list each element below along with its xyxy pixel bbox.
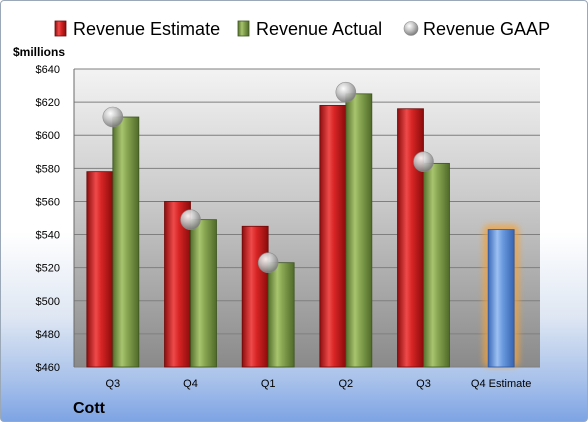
- point-revenue-gaap: [413, 151, 434, 173]
- legend-swatch: [403, 21, 419, 36]
- bar-revenue-estimate: [319, 105, 347, 368]
- y-tick-label: $540: [36, 230, 60, 242]
- y-axis-ticks: $460 $480 $500 $520 $540 $560 $580 $600 $620 $640: [36, 64, 60, 374]
- point-revenue-gaap: [257, 252, 279, 274]
- point-revenue-gaap: [335, 81, 357, 103]
- x-tick-label: Q1: [261, 378, 276, 390]
- chart-title: Cott: [73, 400, 106, 417]
- y-tick-label: $560: [36, 196, 60, 208]
- y-tick-label: $580: [36, 163, 60, 175]
- legend-swatch: [54, 20, 67, 37]
- y-tick-label: $640: [36, 64, 60, 76]
- gridlines: [73, 68, 540, 368]
- y-axis-label: $millions: [13, 45, 65, 59]
- points-layer: [102, 81, 434, 274]
- y-tick-label: $500: [36, 296, 60, 308]
- x-tick-label: Q4 Estimate: [471, 378, 532, 390]
- legend-item: Revenue Actual: [237, 19, 382, 39]
- bar-revenue-estimate: [241, 225, 269, 368]
- y-tick-label: $620: [36, 97, 60, 109]
- x-tick-label: Q2: [338, 378, 353, 390]
- x-tick-label: Q4: [183, 378, 198, 390]
- bar-estimate-highlight: [487, 229, 515, 368]
- legend-label: Revenue GAAP: [423, 19, 550, 39]
- bar-revenue-actual: [345, 93, 373, 368]
- y-tick-label: $480: [36, 329, 60, 341]
- y-tick-label: $520: [36, 263, 60, 275]
- bar-revenue-estimate: [397, 108, 424, 368]
- y-tick-label: $600: [36, 130, 60, 142]
- legend-label: Revenue Estimate: [73, 19, 220, 39]
- point-revenue-gaap: [102, 106, 124, 128]
- bar-revenue-estimate: [86, 171, 114, 368]
- y-tick-label: $460: [36, 362, 60, 374]
- x-tick-label: Q3: [416, 378, 431, 390]
- bar-revenue-actual: [112, 116, 140, 368]
- legend-swatch: [237, 20, 250, 37]
- legend: Revenue Estimate Revenue Actual Revenue GA…: [54, 19, 550, 39]
- point-revenue-gaap: [180, 209, 201, 230]
- bar-revenue-actual: [190, 219, 217, 368]
- bar-revenue-actual: [267, 262, 295, 368]
- x-axis-ticks: Q3 Q4 Q1 Q2 Q3 Q4 Estimate: [105, 378, 531, 390]
- legend-item: Revenue Estimate: [54, 19, 220, 39]
- plot-area: [74, 69, 540, 367]
- legend-item: Revenue GAAP: [403, 19, 550, 39]
- legend-label: Revenue Actual: [256, 19, 382, 39]
- bars-layer: [86, 93, 520, 368]
- x-tick-label: Q3: [105, 378, 120, 390]
- bar-revenue-actual: [423, 162, 450, 368]
